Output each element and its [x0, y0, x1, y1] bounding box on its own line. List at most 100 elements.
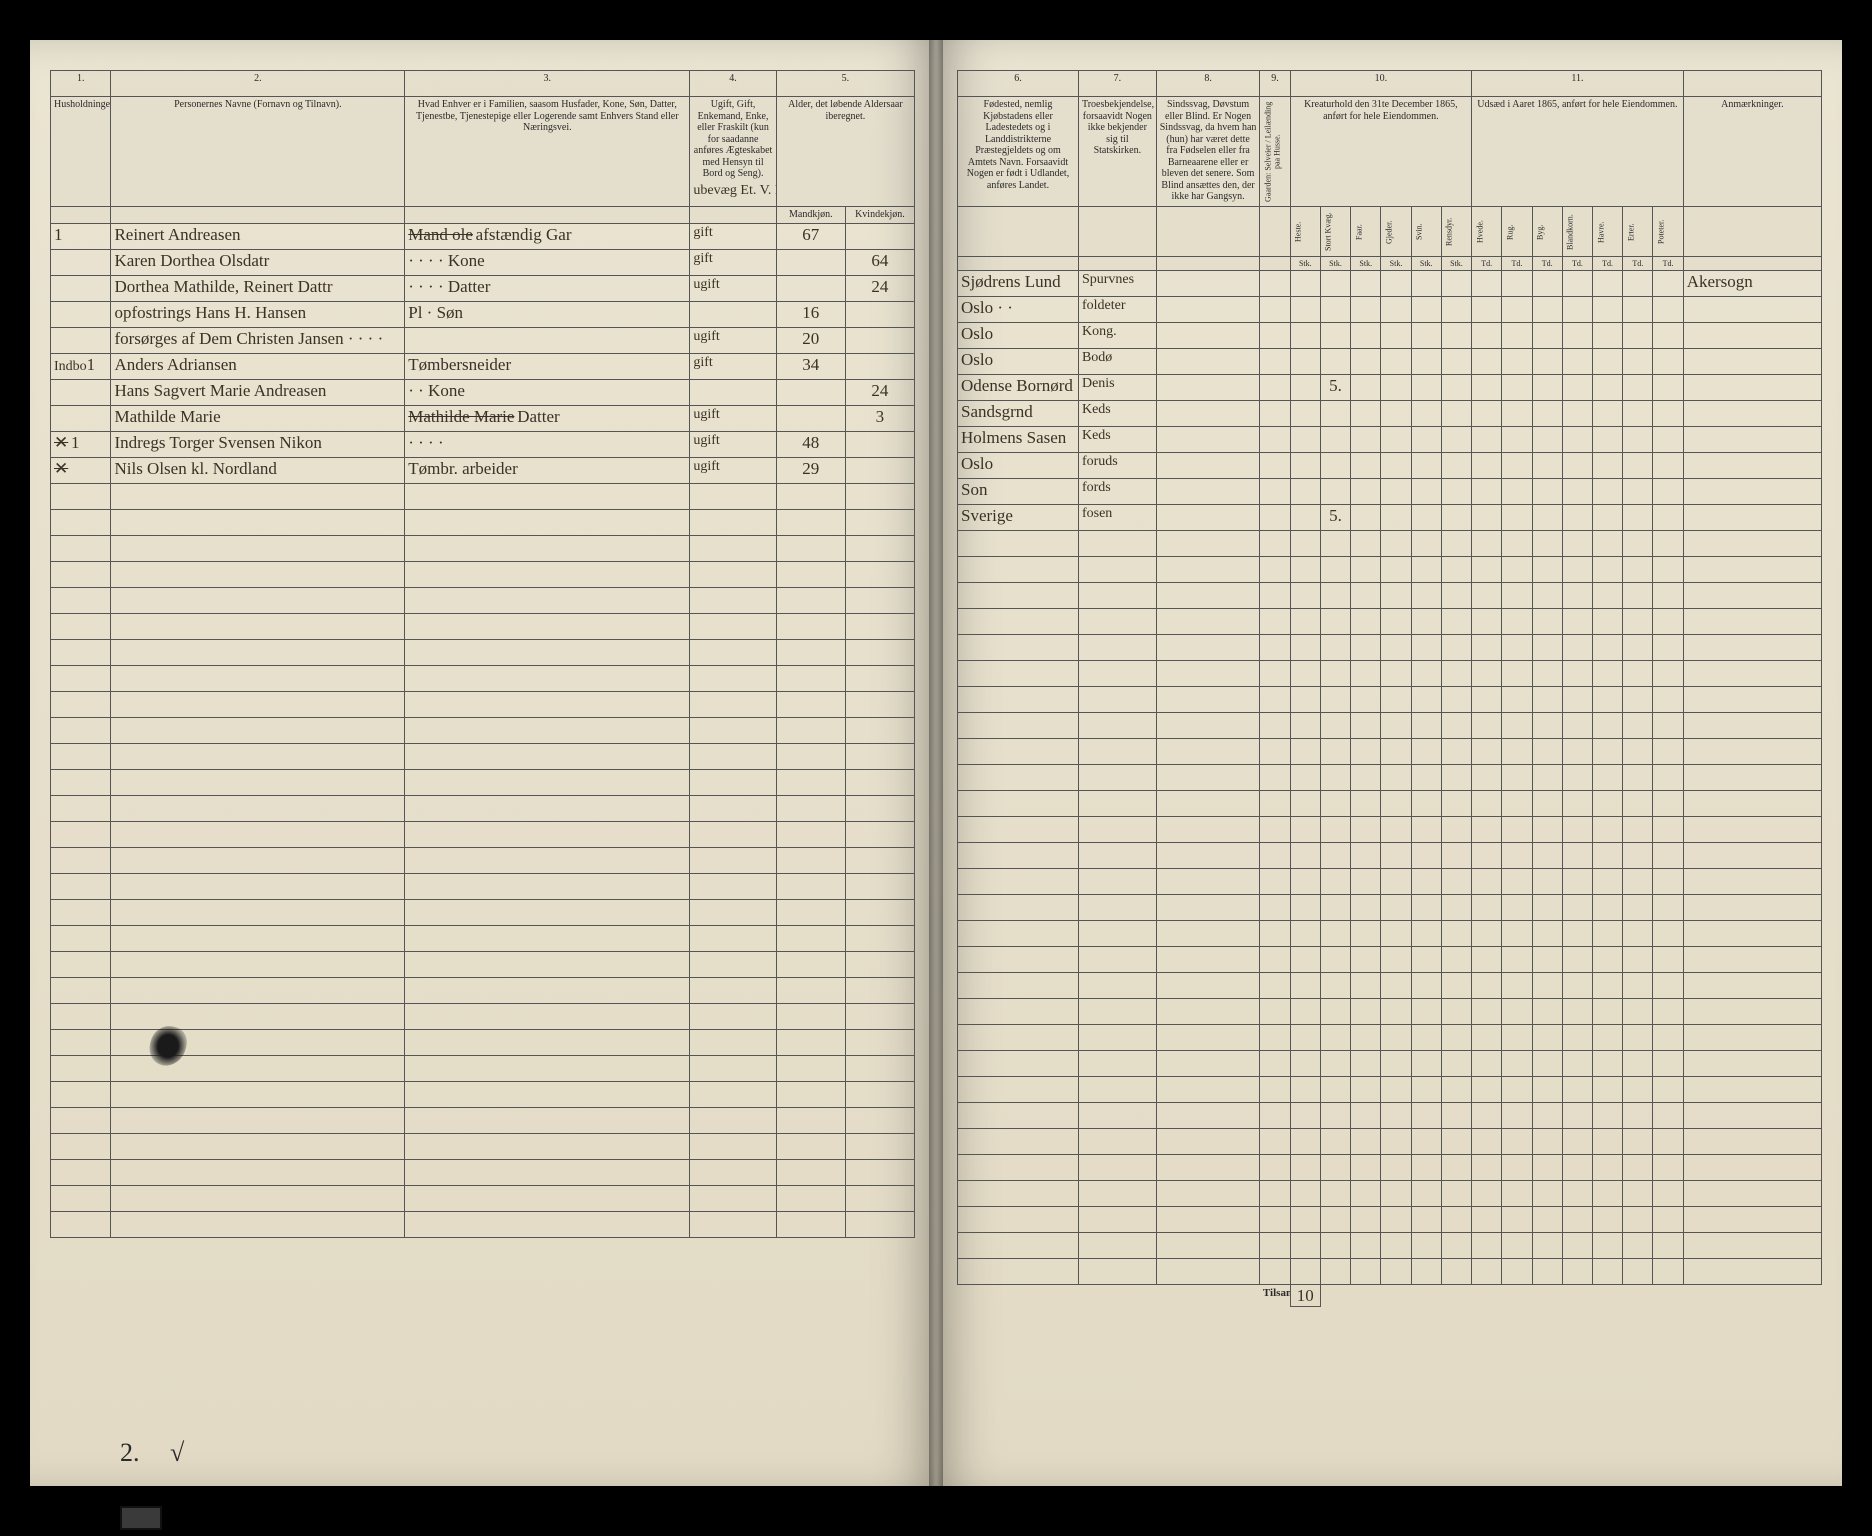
table-row: [958, 1181, 1822, 1207]
sub-Byg.: Byg.: [1532, 207, 1562, 257]
table-row: 1Reinert AndreasenMand ole afstændig Gar…: [51, 223, 915, 249]
table-row: ✕ Nils Olsen kl. NordlandTømbr. arbeider…: [51, 457, 915, 483]
table-row: [958, 1103, 1822, 1129]
table-row: forsørges af Dem Christen Jansen · · · ·…: [51, 327, 915, 353]
table-row: [51, 535, 915, 561]
right-page: 6. 7. 8. 9. 10. 11. Fødested, nemlig Kjø…: [937, 40, 1842, 1486]
left-colnum-row: 1. 2. 3. 4. 5.: [51, 71, 915, 97]
table-row: opfostrings Hans H. HansenPl · Søn16: [51, 301, 915, 327]
table-row: [51, 639, 915, 665]
right-table-body: Sjødrens LundSpurvnesAkersognOslo · ·fol…: [958, 271, 1822, 1285]
sub-Blandkorn.: Blandkorn.: [1562, 207, 1592, 257]
tilsammen-val: 10: [1290, 1285, 1320, 1307]
sub-Heste.: Heste.: [1290, 207, 1320, 257]
hdr-anmrk: Anmærkninger.: [1683, 97, 1821, 207]
table-row: [51, 613, 915, 639]
table-row: [51, 483, 915, 509]
table-row: [51, 769, 915, 795]
hdr-personer: Personernes Navne (Fornavn og Tilnavn).: [111, 97, 405, 207]
hdr-fodested: Fødested, nemlig Kjøbstadens eller Lades…: [958, 97, 1079, 207]
table-row: [958, 1051, 1822, 1077]
table-row: Sverigefosen5.: [958, 505, 1822, 531]
hdr-mand: Mandkjøn.: [776, 207, 845, 224]
tilsammen-label: Tilsammen: [1260, 1285, 1290, 1307]
table-row: Holmens SasenKeds: [958, 427, 1822, 453]
table-row: [51, 925, 915, 951]
table-row: [958, 609, 1822, 635]
table-row: [958, 843, 1822, 869]
right-subheader-row: Heste.Stort Kvæg.Faar.Gjeder.Svin.Rensdy…: [958, 207, 1822, 257]
table-row: [51, 1107, 915, 1133]
sub-Rensdyr.: Rensdyr.: [1441, 207, 1471, 257]
table-row: [958, 973, 1822, 999]
right-ledger-table: 6. 7. 8. 9. 10. 11. Fødested, nemlig Kjø…: [957, 70, 1822, 1307]
hdr-familie: Hvad Enhver er i Familien, saasom Husfad…: [405, 97, 690, 207]
hdr-kvinde: Kvindekjøn.: [845, 207, 914, 224]
table-row: [958, 765, 1822, 791]
microfilm-tab: [120, 1506, 162, 1530]
hdr-civil: Ugift, Gift, Enkemand, Enke, eller Frask…: [690, 97, 776, 207]
rcolnum-7: 7.: [1078, 71, 1156, 97]
table-row: SandsgrndKeds: [958, 401, 1822, 427]
rcolnum-10: 10.: [1290, 71, 1471, 97]
table-row: [51, 587, 915, 613]
table-row: Sjødrens LundSpurvnesAkersogn: [958, 271, 1822, 297]
colnum-3: 3.: [405, 71, 690, 97]
table-row: [958, 1233, 1822, 1259]
table-row: [958, 661, 1822, 687]
hdr-kreatur: Kreaturhold den 31te December 1865, anfø…: [1290, 97, 1471, 207]
rcolnum-6: 6.: [958, 71, 1079, 97]
table-row: [51, 1133, 915, 1159]
table-row: ✕ 1Indregs Torger Svensen Nikon· · · ·ug…: [51, 431, 915, 457]
footer-page-number: 2.: [120, 1438, 140, 1468]
table-row: [958, 1155, 1822, 1181]
left-page: 1. 2. 3. 4. 5. Husholdninger. Personerne…: [30, 40, 937, 1486]
table-row: [958, 531, 1822, 557]
book-spine: [929, 40, 943, 1486]
frame-edge-bottom: [0, 1496, 1872, 1536]
colnum-1: 1.: [51, 71, 111, 97]
sub-Rug.: Rug.: [1502, 207, 1532, 257]
table-row: [958, 1207, 1822, 1233]
left-table-body: 1Reinert AndreasenMand ole afstændig Gar…: [51, 223, 915, 1237]
table-row: [51, 821, 915, 847]
table-row: Karen Dorthea Olsdatr· · · · Konegift64: [51, 249, 915, 275]
table-row: Sonfords: [958, 479, 1822, 505]
sub-Hvede.: Hvede.: [1472, 207, 1502, 257]
table-row: [958, 921, 1822, 947]
table-row: [51, 847, 915, 873]
table-row: [51, 899, 915, 925]
table-row: [958, 1129, 1822, 1155]
sub-Svin.: Svin.: [1411, 207, 1441, 257]
table-row: OsloBodø: [958, 349, 1822, 375]
table-row: [51, 1159, 915, 1185]
right-header-row: Fødested, nemlig Kjøbstadens eller Lades…: [958, 97, 1822, 207]
frame-edge-top: [0, 0, 1872, 22]
table-row: Dorthea Mathilde, Reinert Dattr· · · · D…: [51, 275, 915, 301]
table-row: [958, 1259, 1822, 1285]
table-row: [51, 509, 915, 535]
tilsammen-row: Tilsammen 10: [958, 1285, 1822, 1307]
colnum-4: 4.: [690, 71, 776, 97]
table-row: [958, 791, 1822, 817]
rcolnum-12: [1683, 71, 1821, 97]
table-row: [958, 739, 1822, 765]
sub-Erter.: Erter.: [1623, 207, 1653, 257]
hdr-sindssvag: Sindssvag, Døvstum eller Blind. Er Nogen…: [1156, 97, 1260, 207]
table-row: Oslo · ·foldeter: [958, 297, 1822, 323]
left-ledger-table: 1. 2. 3. 4. 5. Husholdninger. Personerne…: [50, 70, 915, 1238]
table-row: [51, 873, 915, 899]
table-row: [958, 1077, 1822, 1103]
table-row: [958, 947, 1822, 973]
right-colnum-row: 6. 7. 8. 9. 10. 11.: [958, 71, 1822, 97]
table-row: [51, 1211, 915, 1237]
table-row: [958, 713, 1822, 739]
scan-frame: 1. 2. 3. 4. 5. Husholdninger. Personerne…: [0, 0, 1872, 1536]
ledger-book: 1. 2. 3. 4. 5. Husholdninger. Personerne…: [30, 40, 1842, 1486]
right-unit-row: Stk.Stk.Stk.Stk.Stk.Stk.Td.Td.Td.Td.Td.T…: [958, 257, 1822, 271]
hdr-civil-text: Ugift, Gift, Enkemand, Enke, eller Frask…: [694, 99, 773, 179]
table-row: [51, 795, 915, 821]
table-row: [51, 717, 915, 743]
table-row: [51, 1185, 915, 1211]
sub-Havre.: Havre.: [1593, 207, 1623, 257]
